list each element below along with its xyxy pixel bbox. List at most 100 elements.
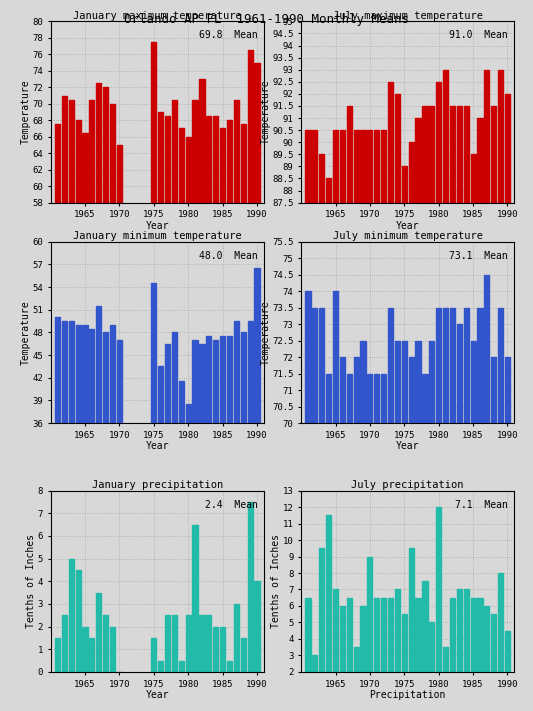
Bar (305, 598, 311, 672)
Bar (234, 321, 239, 423)
Bar (498, 308, 503, 423)
Bar (55, 317, 60, 423)
Bar (165, 343, 170, 423)
Bar (319, 308, 325, 423)
Bar (326, 515, 331, 672)
Bar (388, 82, 393, 203)
Bar (165, 116, 170, 203)
Y-axis label: Tenths of Inches: Tenths of Inches (271, 534, 281, 629)
Bar (192, 525, 198, 672)
Bar (96, 306, 101, 423)
Y-axis label: Temperature: Temperature (261, 80, 271, 144)
Bar (103, 332, 108, 423)
Bar (374, 130, 379, 203)
Bar (478, 598, 482, 672)
Bar (199, 615, 205, 672)
Bar (353, 357, 359, 423)
Bar (395, 589, 400, 672)
Bar (484, 606, 489, 672)
Title: January maximum temperature: January maximum temperature (73, 11, 241, 21)
Bar (326, 373, 331, 423)
Bar (395, 341, 400, 423)
Bar (340, 357, 345, 423)
Bar (69, 559, 74, 672)
Bar (83, 626, 87, 672)
Bar (422, 106, 427, 203)
Bar (340, 130, 345, 203)
Bar (319, 154, 325, 203)
Bar (367, 130, 373, 203)
Bar (505, 631, 510, 672)
Bar (360, 130, 366, 203)
Bar (333, 292, 338, 423)
Y-axis label: Tenths of Inches: Tenths of Inches (26, 534, 36, 629)
Bar (505, 94, 510, 203)
Bar (346, 373, 352, 423)
Bar (227, 336, 232, 423)
Bar (312, 130, 318, 203)
Bar (213, 116, 219, 203)
Bar (151, 638, 156, 672)
Bar (422, 373, 427, 423)
Bar (213, 626, 219, 672)
Bar (381, 598, 386, 672)
Title: July minimum temperature: July minimum temperature (333, 231, 483, 241)
Bar (457, 589, 462, 672)
Bar (491, 106, 496, 203)
Bar (206, 336, 212, 423)
Bar (172, 332, 177, 423)
Bar (254, 582, 260, 672)
Bar (110, 104, 115, 203)
Bar (110, 626, 115, 672)
X-axis label: Year: Year (396, 220, 419, 230)
Bar (326, 178, 331, 203)
Bar (333, 589, 338, 672)
Bar (409, 357, 414, 423)
Bar (353, 130, 359, 203)
Text: Orlando AP FL  1961-1990 Monthly Means: Orlando AP FL 1961-1990 Monthly Means (124, 13, 409, 26)
Bar (312, 308, 318, 423)
Bar (117, 340, 122, 423)
Bar (402, 341, 407, 423)
Bar (158, 366, 163, 423)
Bar (484, 70, 489, 203)
Bar (305, 292, 311, 423)
Bar (333, 130, 338, 203)
Bar (199, 79, 205, 203)
Bar (402, 614, 407, 672)
Bar (55, 638, 60, 672)
Text: 69.8  Mean: 69.8 Mean (199, 31, 257, 41)
Bar (457, 106, 462, 203)
Bar (402, 166, 407, 203)
Bar (247, 321, 253, 423)
Bar (254, 63, 260, 203)
Bar (305, 130, 311, 203)
Bar (55, 124, 60, 203)
Bar (443, 647, 448, 672)
Bar (436, 308, 441, 423)
Bar (185, 404, 191, 423)
Bar (436, 82, 441, 203)
Bar (220, 129, 225, 203)
Bar (429, 341, 434, 423)
Bar (443, 308, 448, 423)
Bar (240, 124, 246, 203)
Title: January precipitation: January precipitation (92, 480, 223, 490)
Bar (346, 106, 352, 203)
Bar (374, 373, 379, 423)
Bar (416, 118, 421, 203)
Bar (498, 70, 503, 203)
Bar (62, 615, 67, 672)
Bar (416, 341, 421, 423)
Bar (185, 615, 191, 672)
Bar (117, 145, 122, 203)
Bar (240, 332, 246, 423)
Y-axis label: Temperature: Temperature (21, 300, 31, 365)
Title: January minimum temperature: January minimum temperature (73, 231, 241, 241)
X-axis label: Precipitation: Precipitation (369, 690, 446, 700)
Bar (346, 598, 352, 672)
Bar (103, 615, 108, 672)
X-axis label: Year: Year (146, 441, 169, 451)
Title: July maximum temperature: July maximum temperature (333, 11, 483, 21)
Bar (76, 570, 80, 672)
